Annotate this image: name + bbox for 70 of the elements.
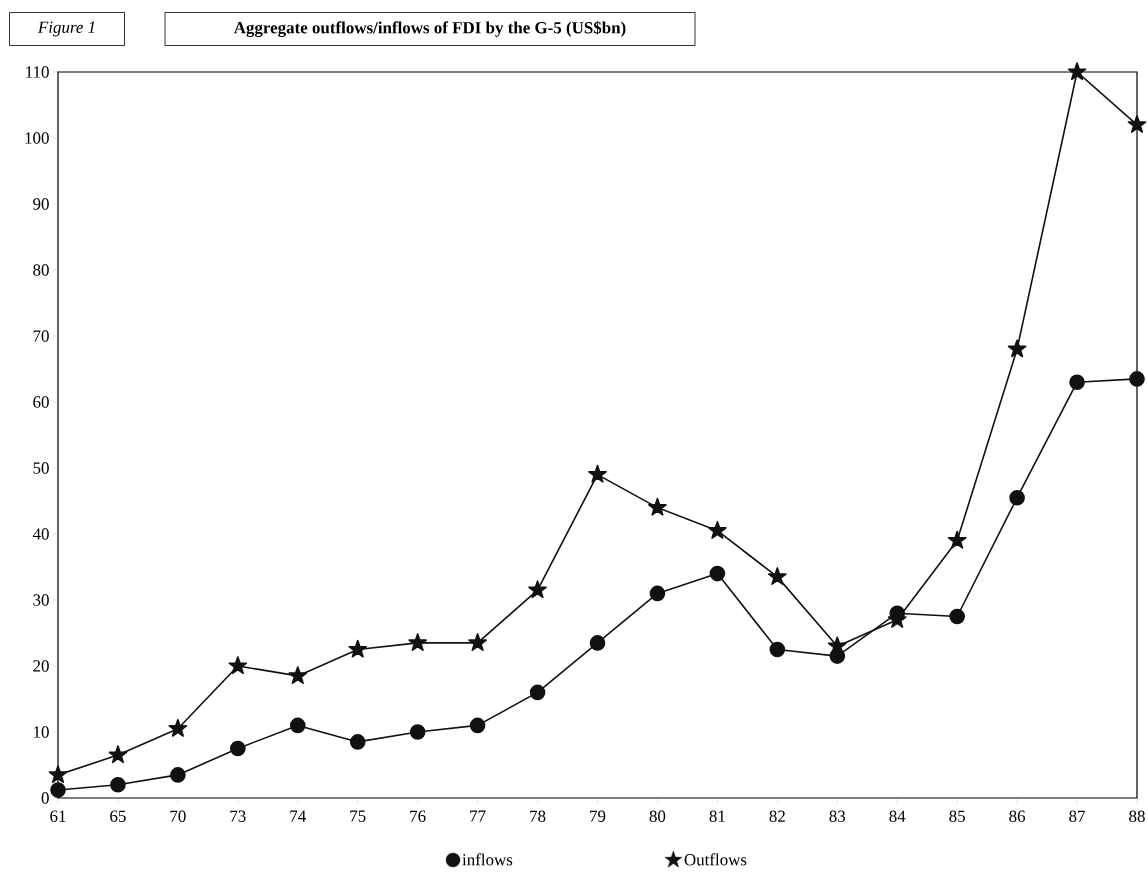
point bbox=[228, 656, 248, 675]
point bbox=[348, 639, 368, 658]
x-tick-label: 78 bbox=[530, 810, 546, 822]
y-tick-label: 80 bbox=[33, 264, 49, 276]
point bbox=[1129, 371, 1145, 387]
y-tick-label: 50 bbox=[33, 462, 49, 474]
y-tick-label: 110 bbox=[26, 66, 49, 78]
x-tick-label: 82 bbox=[769, 810, 785, 822]
y-tick-label: 40 bbox=[32, 528, 49, 540]
x-tick-label: 86 bbox=[1009, 810, 1026, 822]
x-tick-label: 85 bbox=[949, 810, 965, 822]
y-tick-label: 100 bbox=[25, 132, 49, 144]
x-tick-label: 74 bbox=[290, 810, 306, 822]
point bbox=[1009, 489, 1025, 506]
x-tick-label: 84 bbox=[889, 810, 906, 822]
x-tick-label: 80 bbox=[649, 810, 666, 822]
point bbox=[827, 636, 847, 655]
y-tick-label: 0 bbox=[41, 792, 49, 804]
point bbox=[1007, 339, 1027, 358]
point bbox=[949, 608, 965, 625]
point bbox=[408, 633, 428, 651]
x-tick-label: 70 bbox=[170, 810, 186, 822]
point bbox=[528, 580, 547, 599]
point bbox=[589, 635, 606, 651]
point bbox=[230, 740, 246, 757]
x-tick-label: 81 bbox=[709, 810, 725, 822]
y-tick-label: 90 bbox=[33, 198, 49, 210]
point bbox=[947, 530, 967, 549]
point bbox=[409, 724, 426, 740]
point bbox=[709, 565, 726, 582]
point bbox=[469, 717, 486, 734]
x-tick-label: 77 bbox=[470, 810, 486, 822]
point bbox=[289, 717, 306, 734]
point bbox=[108, 745, 128, 764]
y-tick-label: 20 bbox=[33, 660, 49, 672]
legend-label: Outflows bbox=[684, 853, 747, 866]
point bbox=[349, 734, 366, 750]
point bbox=[529, 684, 546, 701]
y-tick-label: 60 bbox=[33, 396, 49, 408]
legend-label: inflows bbox=[462, 853, 513, 866]
x-tick-label: 79 bbox=[590, 810, 606, 822]
point bbox=[48, 765, 68, 783]
point bbox=[288, 666, 308, 684]
point bbox=[1067, 62, 1087, 81]
x-tick-label: 73 bbox=[230, 810, 246, 822]
y-tick-label: 10 bbox=[34, 726, 49, 738]
point bbox=[649, 585, 666, 602]
caption: Figure 1 bbox=[37, 21, 95, 37]
point bbox=[708, 520, 727, 539]
x-tick-label: 76 bbox=[410, 810, 426, 822]
point bbox=[110, 777, 126, 793]
x-tick-label: 88 bbox=[1129, 810, 1145, 822]
x-tick-label: 83 bbox=[829, 810, 846, 822]
point bbox=[50, 782, 66, 798]
point bbox=[1069, 374, 1085, 390]
x-tick-label: 61 bbox=[50, 810, 66, 822]
point bbox=[170, 767, 186, 783]
chart-title: Aggregate outflows/inflows of FDI by the G-5 (US$bn) bbox=[233, 20, 626, 37]
x-tick-label: 65 bbox=[110, 810, 126, 822]
point bbox=[168, 718, 188, 737]
x-tick-label: 75 bbox=[350, 810, 366, 822]
x-tick-label: 87 bbox=[1069, 810, 1086, 822]
point bbox=[767, 567, 787, 585]
point bbox=[1127, 114, 1147, 133]
point bbox=[468, 633, 487, 651]
y-tick-label: 70 bbox=[33, 330, 49, 342]
point bbox=[588, 464, 607, 483]
point bbox=[769, 641, 786, 658]
point bbox=[648, 497, 667, 516]
y-tick-label: 30 bbox=[33, 594, 49, 606]
